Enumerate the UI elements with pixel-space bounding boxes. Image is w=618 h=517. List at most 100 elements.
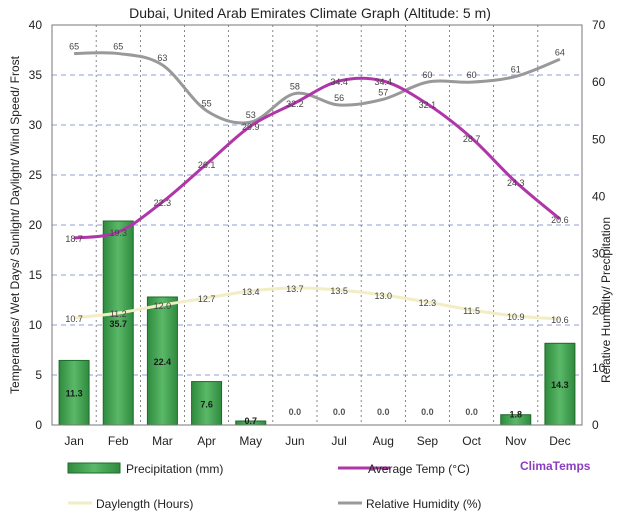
x-tick-label: Feb xyxy=(108,434,129,448)
average-temp-data-label: 32.1 xyxy=(419,100,437,110)
precipitation-data-label: 0.0 xyxy=(377,407,390,417)
y-right-tick-label: 30 xyxy=(592,247,606,261)
average-temp-data-label: 29.9 xyxy=(242,122,260,132)
y-right-tick-label: 40 xyxy=(592,189,606,203)
x-tick-label: Jun xyxy=(285,434,304,448)
precipitation-bar xyxy=(544,342,576,426)
y-right-tick-label: 20 xyxy=(592,304,606,318)
precipitation-data-label: 11.3 xyxy=(66,389,83,399)
y-left-tick-label: 20 xyxy=(29,218,43,232)
precipitation-data-label: 1.8 xyxy=(509,410,522,420)
axes: 0 5 10 15 20 25 30 35 40 0 10 20 30 40 50 60 70 Jan Feb Mar… xyxy=(29,18,606,448)
average-temp-data-label: 34.4 xyxy=(374,77,392,87)
relative-humidity-data-label: 64 xyxy=(555,47,565,57)
precipitation-data-label: 0.0 xyxy=(421,407,434,417)
precipitation-data-label: 0.7 xyxy=(244,416,257,426)
daylength-data-label: 13.7 xyxy=(286,284,304,294)
y-right-tick-label: 60 xyxy=(592,75,606,89)
average-temp-data-label: 28.7 xyxy=(463,134,481,144)
relative-humidity-data-label: 56 xyxy=(334,93,344,103)
precipitation-data-label: 22.4 xyxy=(154,357,172,367)
daylength-line xyxy=(73,286,561,321)
legend-label-relative-humidity: Relative Humidity (%) xyxy=(366,497,481,511)
x-tick-label: Sep xyxy=(417,434,439,448)
daylength-data-label: 12.3 xyxy=(419,298,437,308)
precipitation-bar xyxy=(102,220,134,426)
daylength-data-label: 11.5 xyxy=(463,306,480,316)
x-tick-label: Jan xyxy=(64,434,83,448)
precipitation-data-label: 7.6 xyxy=(200,399,213,409)
relative-humidity-data-label: 65 xyxy=(113,42,123,52)
legend-item-relative-humidity: Relative Humidity (%) xyxy=(338,497,481,511)
y-axis-right-label: Relative Humidity/ Precipitation xyxy=(599,217,613,383)
y-right-tick-label: 10 xyxy=(592,361,606,375)
plot-frame xyxy=(51,24,583,426)
daylength-data-label: 11.2 xyxy=(110,309,127,319)
x-tick-label: May xyxy=(239,434,262,448)
precipitation-data-label: 0.0 xyxy=(465,407,478,417)
precipitation-data-label: 0.0 xyxy=(289,407,302,417)
average-temp-data-label: 34.4 xyxy=(330,77,348,87)
legend-label-precipitation: Precipitation (mm) xyxy=(126,462,223,476)
y-left-tick-label: 10 xyxy=(29,318,43,332)
x-tick-label: Nov xyxy=(505,434,526,448)
legend-label-average-temp: Average Temp (°C) xyxy=(368,462,470,476)
legend: Precipitation (mm) Average Temp (°C) Cli… xyxy=(67,459,591,511)
y-left-tick-label: 30 xyxy=(29,118,43,132)
relative-humidity-data-label: 60 xyxy=(422,70,432,80)
average-temp-data-label: 20.6 xyxy=(551,215,569,225)
precipitation-data-label: 14.3 xyxy=(551,380,569,390)
relative-humidity-data-label: 53 xyxy=(246,110,256,120)
x-tick-label: Jul xyxy=(331,434,346,448)
y-axis-left-label: Temperatures/ Wet Days/ Sunlight/ Daylig… xyxy=(8,55,22,394)
y-left-tick-label: 35 xyxy=(29,68,43,82)
y-right-tick-label: 70 xyxy=(592,18,606,32)
x-tick-label: Apr xyxy=(197,434,216,448)
x-tick-label: Oct xyxy=(462,434,481,448)
legend-item-average-temp: Average Temp (°C) xyxy=(338,462,470,476)
precipitation-bars xyxy=(58,220,576,426)
data-labels: 11.3 35.7 22.4 7.6 0.7 0.0 0.0 0.0 0.0 0.0 1.8 14.3… xyxy=(65,42,568,426)
x-tick-label: Dec xyxy=(549,434,570,448)
relative-humidity-data-label: 55 xyxy=(202,99,212,109)
average-temp-data-label: 32.2 xyxy=(286,99,304,109)
daylength-data-label: 13.4 xyxy=(242,287,260,297)
y-left-tick-label: 0 xyxy=(35,418,42,432)
legend-label-daylength: Daylength (Hours) xyxy=(96,497,193,511)
legend-item-precipitation: Precipitation (mm) xyxy=(67,462,223,476)
series-lines xyxy=(73,51,561,321)
daylength-data-label: 12.0 xyxy=(154,301,172,311)
legend-item-daylength: Daylength (Hours) xyxy=(68,497,193,511)
average-temp-data-label: 22.3 xyxy=(154,198,172,208)
legend-swatch-precipitation xyxy=(67,462,121,474)
average-temp-data-label: 18.7 xyxy=(65,234,83,244)
precipitation-data-label: 0.0 xyxy=(333,407,346,417)
y-left-tick-label: 5 xyxy=(35,368,42,382)
average-temp-data-label: 26.1 xyxy=(198,160,216,170)
relative-humidity-line xyxy=(74,51,561,125)
chart-title: Dubai, United Arab Emirates Climate Grap… xyxy=(129,5,491,21)
precipitation-bar xyxy=(191,381,223,426)
y-left-tick-label: 40 xyxy=(29,18,43,32)
daylength-data-label: 13.0 xyxy=(374,291,392,301)
y-left-tick-label: 15 xyxy=(29,268,43,282)
relative-humidity-data-label: 60 xyxy=(467,70,477,80)
average-temp-data-label: 19.3 xyxy=(109,228,127,238)
y-left-tick-label: 25 xyxy=(29,168,43,182)
x-tick-label: Mar xyxy=(152,434,173,448)
relative-humidity-data-label: 58 xyxy=(290,82,300,92)
precipitation-data-label: 35.7 xyxy=(109,319,127,329)
daylength-data-label: 10.7 xyxy=(65,314,83,324)
average-temp-line xyxy=(73,76,561,240)
grid-lines xyxy=(52,25,582,425)
relative-humidity-data-label: 63 xyxy=(157,53,167,63)
x-tick-label: Aug xyxy=(373,434,394,448)
y-right-tick-label: 0 xyxy=(592,418,599,432)
y-right-tick-label: 50 xyxy=(592,132,606,146)
average-temp-data-label: 24.3 xyxy=(507,178,525,188)
daylength-data-label: 10.9 xyxy=(507,312,525,322)
climatemps-watermark: ClimaTemps xyxy=(520,459,591,473)
relative-humidity-data-label: 65 xyxy=(69,42,79,52)
relative-humidity-data-label: 57 xyxy=(378,87,388,97)
